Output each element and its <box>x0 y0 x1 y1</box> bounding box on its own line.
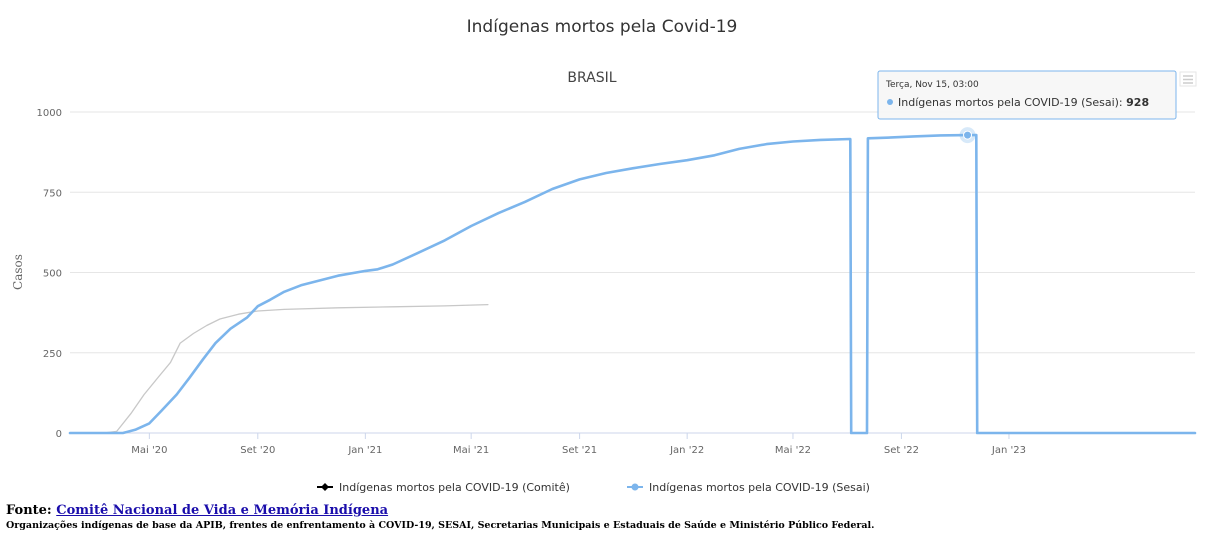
source-line: Fonte: Comitê Nacional de Vida e Memória… <box>6 503 1201 518</box>
legend[interactable]: Indígenas mortos pela COVID-19 (Comitê) I… <box>317 481 870 494</box>
chart-title: Indígenas mortos pela Covid-19 <box>467 17 738 37</box>
y-tick-label: 1000 <box>37 108 62 119</box>
legend-label-comite[interactable]: Indígenas mortos pela COVID-19 (Comitê) <box>339 481 570 494</box>
x-tick-label: Set '22 <box>884 445 919 456</box>
tooltip-box <box>877 70 1177 120</box>
hamburger-menu-icon[interactable] <box>1179 71 1197 87</box>
x-tick-label: Mai '21 <box>453 445 489 456</box>
tooltip-series-dot <box>887 99 893 105</box>
grid-lines <box>70 111 1195 434</box>
legend-marker-comite[interactable] <box>321 483 329 491</box>
x-tick-label: Jan '22 <box>669 445 704 456</box>
series-line-sesai[interactable] <box>68 133 1197 435</box>
x-tick-label: Set '21 <box>562 445 597 456</box>
chart-container: Indígenas mortos pela Covid-19 BRASIL 0 2… <box>11 17 1197 494</box>
y-axis-label: Casos <box>11 254 25 290</box>
line-chart: Indígenas mortos pela Covid-19 BRASIL 0 2… <box>11 17 1197 494</box>
y-tick-label: 500 <box>43 269 62 280</box>
hover-point <box>963 130 973 140</box>
tooltip-header: Terça, Nov 15, 03:00 <box>885 80 979 90</box>
x-axis-ticks: Mai '20 Set '20 Jan '21 Mai '21 Set '21 Jan '… <box>131 433 1026 456</box>
x-tick-label: Mai '20 <box>131 445 167 456</box>
chart-footer: Fonte: Comitê Nacional de Vida e Memória… <box>6 503 1201 531</box>
organizations-note: Organizações indígenas de base da APIB, … <box>6 520 875 531</box>
y-axis-ticks: 0 250 500 750 1000 <box>37 108 62 440</box>
x-tick-label: Jan '23 <box>991 445 1026 456</box>
x-tick-label: Mai '22 <box>775 445 811 456</box>
series-lines[interactable] <box>68 133 1197 435</box>
tooltip: Terça, Nov 15, 03:00 Indígenas mortos pel… <box>877 70 1177 144</box>
y-tick-label: 750 <box>43 188 62 199</box>
tooltip-series-name: Indígenas mortos pela COVID-19 (Sesai): … <box>898 96 1149 109</box>
legend-label-sesai[interactable]: Indígenas mortos pela COVID-19 (Sesai) <box>649 481 870 494</box>
series-line-comite[interactable] <box>102 303 489 434</box>
source-link[interactable]: Comitê Nacional de Vida e Memória Indíge… <box>56 503 389 518</box>
y-tick-label: 0 <box>56 429 62 440</box>
x-tick-label: Jan '21 <box>347 445 382 456</box>
y-tick-label: 250 <box>43 349 62 360</box>
tooltip-value: 928 <box>1126 96 1149 109</box>
legend-marker-sesai[interactable] <box>631 483 639 491</box>
source-prefix: Fonte: <box>6 503 52 518</box>
x-tick-label: Set '20 <box>240 445 275 456</box>
chart-subtitle: BRASIL <box>567 70 616 86</box>
